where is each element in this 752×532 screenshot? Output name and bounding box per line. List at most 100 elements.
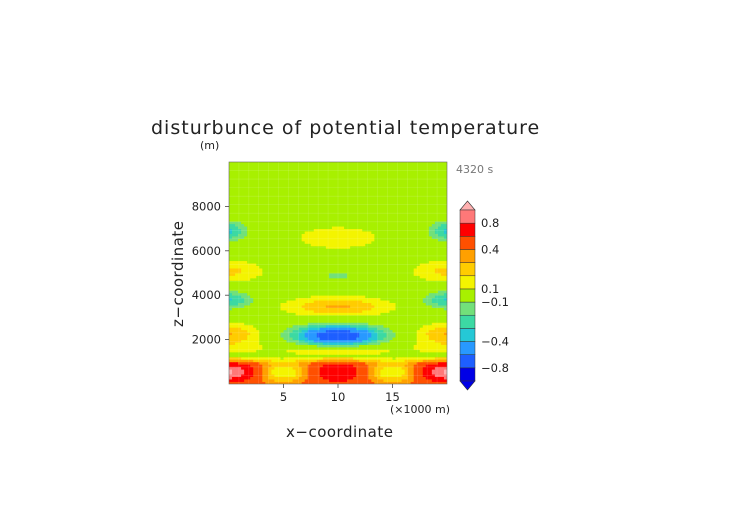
heatmap-cell [371, 273, 375, 276]
heatmap-cell [374, 280, 378, 284]
heatmap-cell [307, 317, 312, 321]
heatmap-cell [298, 329, 303, 333]
heatmap-cell [229, 329, 233, 333]
heatmap-cell [301, 211, 306, 215]
heatmap-cell [244, 364, 248, 368]
heatmap-cell [277, 255, 281, 259]
heatmap-cell [310, 290, 315, 294]
heatmap-cell [334, 302, 339, 306]
heatmap-cell [271, 273, 275, 276]
heatmap-cell [277, 307, 281, 311]
heatmap-cell [434, 327, 439, 331]
heatmap-cell [353, 366, 357, 370]
heatmap-cell [319, 329, 324, 333]
heatmap-cell [359, 245, 363, 249]
heatmap-cell [304, 302, 309, 306]
heatmap-cell [256, 351, 260, 355]
heatmap-cell [395, 324, 399, 328]
heatmap-cell [380, 317, 384, 321]
heatmap-cell [380, 245, 384, 249]
heatmap-cell [265, 371, 269, 375]
heatmap-cell [268, 275, 272, 279]
heatmap-cell [392, 359, 396, 363]
heatmap-cell [301, 329, 306, 333]
heatmap-cell [307, 243, 312, 247]
heatmap-cell [440, 238, 445, 242]
heatmap-cell [235, 300, 239, 303]
heatmap-cell [425, 233, 430, 237]
heatmap-cell [250, 324, 254, 328]
heatmap-cell [331, 280, 336, 284]
heatmap-cell [434, 245, 439, 249]
heatmap-cell [362, 218, 366, 222]
heatmap-cell [416, 302, 421, 306]
heatmap-cell [428, 238, 433, 242]
heatmap-cell [416, 337, 421, 340]
heatmap-cell [253, 240, 257, 244]
heatmap-cell [425, 255, 430, 259]
heatmap-cell [377, 253, 381, 257]
heatmap-cell [407, 337, 412, 340]
heatmap-cell [431, 334, 436, 338]
heatmap-cell [416, 268, 421, 271]
heatmap-cell [283, 258, 287, 262]
heatmap-cell [377, 376, 381, 380]
heatmap-cell [392, 236, 396, 239]
heatmap-cell [437, 300, 442, 303]
heatmap-cell [259, 248, 263, 252]
heatmap-cell [401, 329, 406, 333]
heatmap-cell [250, 359, 254, 363]
heatmap-cell [353, 312, 357, 316]
heatmap-cell [404, 319, 409, 323]
heatmap-cell [256, 268, 260, 271]
heatmap-cell [428, 228, 433, 232]
heatmap-cell [262, 359, 266, 363]
heatmap-cell [307, 213, 312, 217]
heatmap-cell [383, 292, 387, 296]
heatmap-cell [307, 319, 312, 323]
heatmap-cell [292, 240, 297, 244]
heatmap-cell [347, 379, 351, 382]
heatmap-cell [277, 275, 281, 279]
heatmap-cell [268, 243, 272, 247]
heatmap-cell [232, 218, 236, 222]
heatmap-cell [328, 218, 333, 222]
heatmap-cell [395, 277, 399, 281]
heatmap-cell [334, 371, 339, 375]
heatmap-cell [325, 273, 330, 276]
heatmap-cell [292, 332, 297, 336]
heatmap-cell [362, 292, 366, 296]
heatmap-cell [434, 337, 439, 340]
heatmap-cell [434, 310, 439, 313]
heatmap-cell [310, 221, 315, 225]
heatmap-cell [280, 231, 284, 234]
heatmap-cell [386, 292, 390, 296]
heatmap-cell [247, 226, 251, 229]
heatmap-cell [380, 240, 384, 244]
heatmap-cell [259, 329, 263, 333]
heatmap-cell [310, 223, 315, 227]
heatmap-cell [274, 211, 278, 215]
heatmap-cell [371, 275, 375, 279]
heatmap-cell [383, 339, 387, 343]
heatmap-cell [386, 371, 390, 375]
heatmap-cell [250, 334, 254, 338]
heatmap-cell [434, 292, 439, 296]
heatmap-cell [416, 379, 421, 382]
heatmap-cell [238, 322, 242, 326]
heatmap-cell [247, 218, 251, 222]
heatmap-cell [238, 268, 242, 271]
heatmap-cell [383, 216, 387, 220]
heatmap-cell [404, 265, 409, 269]
heatmap-cell [301, 231, 306, 234]
heatmap-cell [307, 223, 312, 227]
heatmap-cell [401, 305, 406, 308]
heatmap-cell [431, 238, 436, 242]
heatmap-cell [401, 332, 406, 336]
heatmap-cell [229, 344, 233, 348]
heatmap-cell [283, 292, 287, 296]
heatmap-cell [277, 314, 281, 318]
heatmap-cell [413, 253, 418, 257]
heatmap-cell [292, 369, 297, 373]
heatmap-cell [304, 265, 309, 269]
